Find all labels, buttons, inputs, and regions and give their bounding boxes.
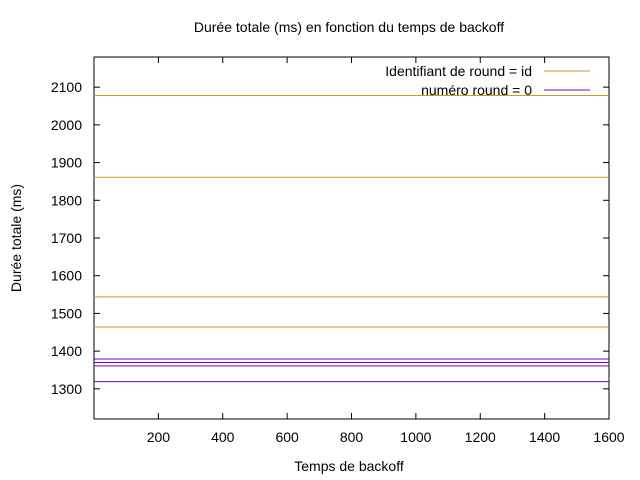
x-tick-label: 1400 — [529, 429, 560, 445]
x-tick-label: 1000 — [400, 429, 431, 445]
x-tick-label: 1200 — [465, 429, 496, 445]
y-tick-label: 1800 — [51, 192, 82, 208]
y-tick-label: 1500 — [51, 305, 82, 321]
y-tick-label: 2100 — [51, 79, 82, 95]
x-tick-label: 1600 — [593, 429, 624, 445]
x-axis-ticks: 200 400 600 800 1000 1200 1400 1600 — [147, 57, 625, 445]
legend: Identifiant de round = id numéro round = … — [385, 63, 590, 98]
legend-label: Identifiant de round = id — [385, 63, 532, 79]
plot-area: 200 400 600 800 1000 1200 1400 1600 1300 1400 150… — [51, 56, 625, 445]
x-tick-label: 600 — [275, 429, 299, 445]
series-lines — [94, 94, 609, 383]
x-axis-label: Temps de backoff — [294, 458, 404, 474]
y-tick-label: 1700 — [51, 230, 82, 246]
chart-title: Durée totale (ms) en fonction du temps d… — [194, 19, 504, 35]
legend-label: numéro round = 0 — [421, 82, 532, 98]
x-tick-label: 200 — [147, 429, 171, 445]
x-tick-label: 400 — [211, 429, 235, 445]
y-tick-label: 1300 — [51, 381, 82, 397]
plot-frame — [93, 56, 610, 420]
y-axis-ticks: 1300 1400 1500 1600 1700 1800 1900 2000 2100 — [51, 79, 609, 397]
y-tick-label: 1900 — [51, 155, 82, 171]
y-tick-label: 1600 — [51, 268, 82, 284]
y-tick-label: 1400 — [51, 343, 82, 359]
y-tick-label: 2000 — [51, 117, 82, 133]
y-axis-label: Durée totale (ms) — [8, 184, 24, 292]
x-tick-label: 800 — [340, 429, 364, 445]
